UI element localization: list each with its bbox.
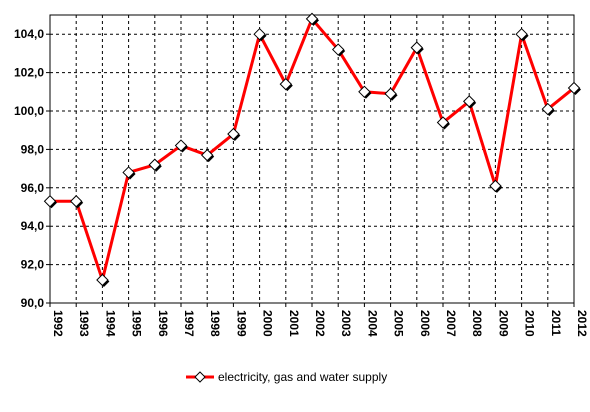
x-tick-label: 2005 [392,310,406,337]
x-tick-label: 1998 [208,310,222,337]
x-tick-label: 1997 [182,310,196,337]
data-point-marker [200,148,214,162]
data-point-marker [305,12,319,26]
data-point-marker [279,77,293,91]
x-tick-label: 2003 [339,310,353,337]
y-tick-label: 90,0 [21,296,45,310]
y-axis-tick-labels: 90,0 92,0 94,0 96,0 98,0 100,0 102,0 104,0 [14,27,50,310]
x-tick-label: 1999 [234,310,248,337]
data-point-marker [384,87,397,100]
y-tick-label: 94,0 [21,219,45,233]
x-tick-label: 1994 [103,310,117,337]
x-tick-label: 1992 [51,310,65,337]
x-tick-label: 2012 [575,310,589,337]
y-tick-label: 102,0 [14,66,44,80]
x-tick-label: 2011 [549,310,563,336]
x-tick-label: 2008 [470,310,484,337]
data-point-marker [462,95,476,108]
x-tick-label: 2000 [261,310,275,337]
data-point-marker [69,195,83,208]
legend-diamond-marker [194,371,206,383]
data-point-marker [436,116,450,129]
x-tick-label: 1995 [130,310,144,337]
y-tick-label: 92,0 [21,258,45,272]
x-tick-label: 2002 [313,310,327,337]
grid-lines [50,15,574,303]
y-tick-label: 98,0 [21,142,45,156]
x-tick-label: 1996 [156,310,170,337]
legend: electricity, gas and water supply [186,370,387,384]
y-tick-label: 100,0 [14,104,44,118]
x-axis-tick-labels: 1992 1993 1994 1995 1996 1997 1998 1999 2000 2001… [49,303,589,337]
data-point-marker [410,41,424,54]
data-point-marker [358,85,371,99]
data-point-marker [489,179,502,193]
x-tick-label: 1993 [77,310,91,337]
data-point-marker [148,158,162,171]
data-point-marker [253,27,266,41]
data-point-marker [227,127,240,141]
data-point-marker [122,166,135,179]
x-tick-label: 2006 [418,310,432,337]
y-tick-label: 96,0 [21,181,45,195]
x-tick-label: 2007 [444,310,458,337]
data-point-marker [541,102,555,116]
x-tick-label: 2009 [496,310,510,337]
data-point-marker [174,139,188,152]
x-tick-label: 2010 [523,310,537,337]
y-tick-label: 104,0 [14,27,44,41]
series-electricity-gas-water [43,12,581,287]
data-point-marker [96,273,109,287]
x-tick-label: 2001 [287,310,301,337]
x-tick-label: 2004 [365,310,379,337]
data-point-marker [567,81,581,95]
data-point-marker [515,27,528,41]
data-point-marker [331,43,345,56]
data-point-marker [43,195,57,208]
legend-label: electricity, gas and water supply [218,370,387,384]
